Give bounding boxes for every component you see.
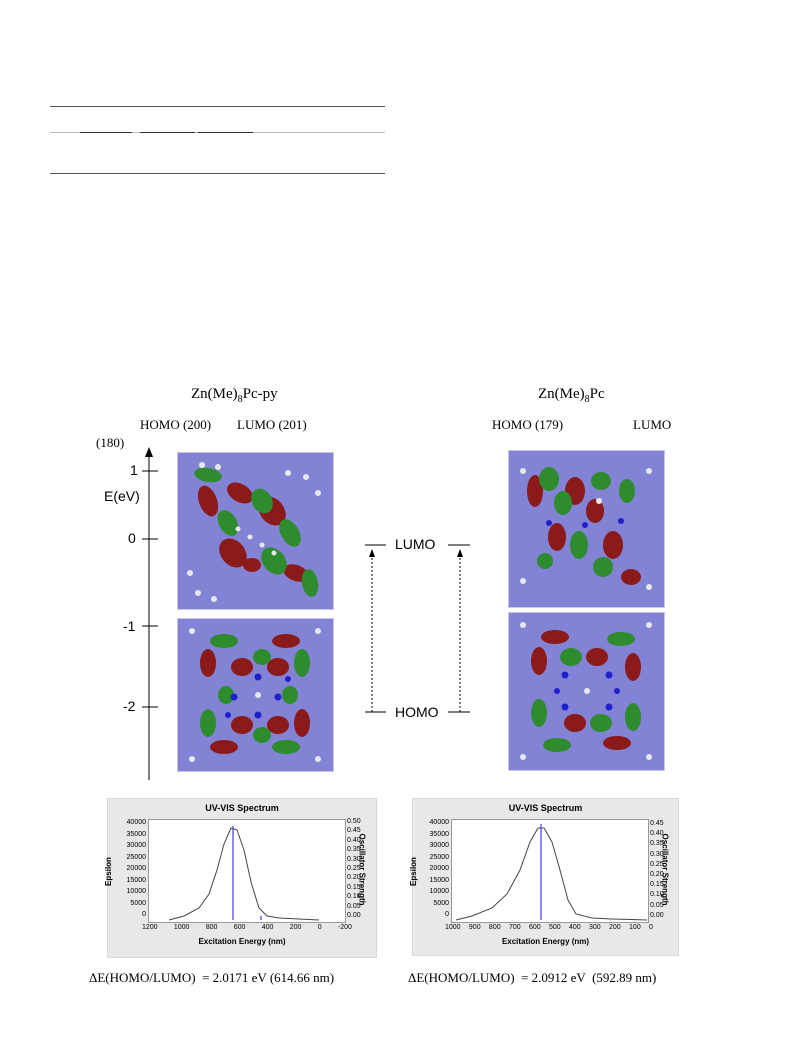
right-x-label: Excitation Energy (nm): [501, 937, 590, 946]
right-lumo-number: (180): [96, 435, 125, 450]
left-x-label: Excitation Energy (nm): [198, 937, 286, 946]
left-spectrum-plot: [148, 819, 346, 923]
left-lumo-orbital-image: [177, 452, 334, 610]
right-y2-ticks: 0.45 0.40 0.35 0.30 0.25 0.20 0.15 0.10 0.05…: [650, 820, 664, 919]
right-title: Zn(Me)8Pc: [538, 386, 605, 405]
right-spectrum-panel: UV-VIS Spectrum 40000 35000 30000 25000 20…: [408, 798, 679, 956]
left-homo-orbital-image: [177, 618, 334, 772]
right-x-ticks: 1000 900 800 700 600 500 400 300 200 100 0: [445, 924, 653, 931]
right-y-ticks: 40000 35000 30000 25000 20000 15000 10000 50…: [429, 819, 449, 918]
middle-rule-segment: [198, 132, 253, 133]
right-y2-label: Oscillator Strength: [660, 833, 670, 906]
middle-rule-segment: [140, 132, 195, 133]
middle-rule-segment: [80, 132, 132, 133]
top-rule: [50, 106, 385, 107]
homo-level-label: HOMO: [395, 704, 439, 720]
bottom-rule: [50, 173, 385, 174]
left-y-label: Epsilon: [103, 857, 113, 886]
left-spectrum-title: UV-VIS Spectrum: [205, 803, 279, 813]
left-lumo-label: LUMO (201): [237, 417, 307, 432]
right-y-label: Epsilon: [408, 857, 418, 886]
energy-tick-minus2: -2: [123, 698, 136, 714]
right-lumo-label: LUMO: [633, 417, 672, 432]
lumo-level-label: LUMO: [395, 536, 436, 552]
left-homo-label: HOMO (200): [140, 417, 212, 432]
right-lumo-orbital-image: [508, 450, 665, 608]
left-y2-ticks: 0.50 0.45 0.40 0.35 0.30 0.25 0.20 0.15 0.10…: [347, 818, 361, 920]
energy-tick-1: 1: [130, 462, 138, 478]
left-y2-label: Oscillator Strength: [357, 833, 367, 906]
left-y-ticks: 40000 35000 30000 25000 20000 15000 10000 50…: [126, 819, 146, 918]
left-delta-caption: ΔE(HOMO/LUMO) = 2.0171 eV (614.66 nm): [89, 970, 335, 985]
energy-tick-minus1: -1: [123, 618, 136, 634]
energy-axis: [142, 447, 158, 780]
left-title: Zn(Me)8Pc-py: [191, 386, 278, 405]
right-delta-caption: ΔE(HOMO/LUMO) = 2.0912 eV (592.89 nm): [408, 970, 657, 985]
level-diagram: [365, 544, 470, 713]
right-spectrum-plot: [451, 819, 649, 923]
energy-tick-0: 0: [128, 530, 136, 546]
right-homo-orbital-image: [508, 612, 665, 771]
left-spectrum-panel: UV-VIS Spectrum 40000 35000 30000 25000 20…: [103, 798, 377, 958]
left-x-ticks: 1200 1000 800 600 400 200 0 -200: [142, 924, 352, 931]
right-spectrum-title: UV-VIS Spectrum: [508, 803, 583, 813]
energy-axis-label: E(eV): [104, 488, 140, 504]
right-homo-label: HOMO (179): [492, 417, 564, 432]
